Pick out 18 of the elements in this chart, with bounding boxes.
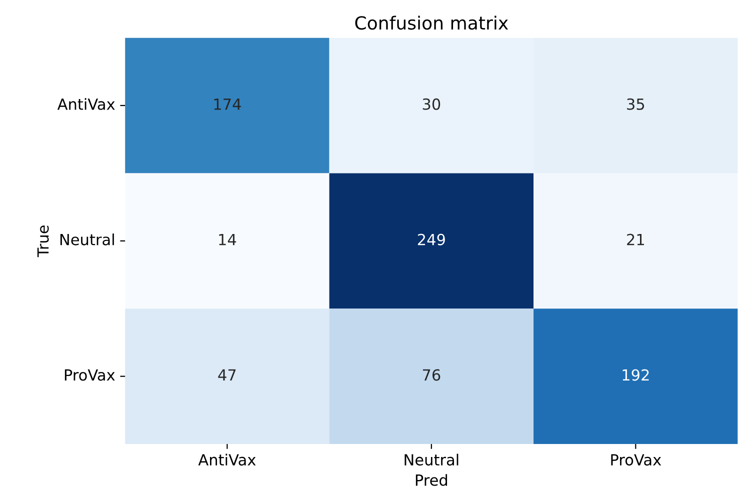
data-label: 47: [218, 369, 236, 381]
y-tick-label: Neutral: [60, 234, 114, 246]
x-tick-label: Neutral: [404, 454, 458, 466]
data-label: 30: [422, 98, 440, 110]
data-label: 76: [422, 369, 440, 381]
data-label: 35: [627, 98, 644, 110]
chart-title: Confusion matrix: [355, 16, 508, 30]
y-tick-label: ProVax: [64, 369, 115, 381]
y-axis-title: True: [37, 226, 49, 258]
data-label: 249: [418, 234, 445, 246]
data-label: 174: [214, 98, 241, 110]
x-tick-label: ProVax: [611, 454, 662, 466]
data-label: 21: [627, 234, 644, 246]
x-tick-label: AntiVax: [198, 454, 256, 466]
data-label: 14: [219, 234, 236, 246]
x-axis-title: Pred: [416, 474, 448, 486]
data-label: 192: [622, 369, 649, 381]
y-tick-label: AntiVax: [57, 98, 115, 110]
